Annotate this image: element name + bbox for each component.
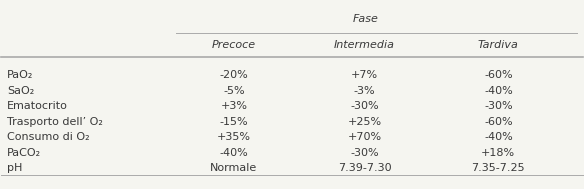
Text: +35%: +35% bbox=[217, 132, 251, 142]
Text: Trasporto dell’ O₂: Trasporto dell’ O₂ bbox=[7, 117, 103, 127]
Text: Tardiva: Tardiva bbox=[478, 40, 519, 50]
Text: pH: pH bbox=[7, 163, 23, 173]
Text: +25%: +25% bbox=[347, 117, 382, 127]
Text: -40%: -40% bbox=[220, 148, 248, 158]
Text: -40%: -40% bbox=[484, 86, 513, 96]
Text: 7.35-7.25: 7.35-7.25 bbox=[471, 163, 525, 173]
Text: +3%: +3% bbox=[220, 101, 248, 111]
Text: +7%: +7% bbox=[351, 70, 378, 80]
Text: -20%: -20% bbox=[220, 70, 248, 80]
Text: PaCO₂: PaCO₂ bbox=[7, 148, 41, 158]
Text: Precoce: Precoce bbox=[212, 40, 256, 50]
Text: +70%: +70% bbox=[347, 132, 382, 142]
Text: Ematocrito: Ematocrito bbox=[7, 101, 68, 111]
Text: -30%: -30% bbox=[350, 148, 379, 158]
Text: -40%: -40% bbox=[484, 132, 513, 142]
Text: -60%: -60% bbox=[484, 117, 513, 127]
Text: -5%: -5% bbox=[223, 86, 245, 96]
Text: -3%: -3% bbox=[354, 86, 376, 96]
Text: Normale: Normale bbox=[210, 163, 258, 173]
Text: +18%: +18% bbox=[481, 148, 516, 158]
Text: -15%: -15% bbox=[220, 117, 248, 127]
Text: -60%: -60% bbox=[484, 70, 513, 80]
Text: -30%: -30% bbox=[484, 101, 513, 111]
Text: 7.39-7.30: 7.39-7.30 bbox=[338, 163, 391, 173]
Text: SaO₂: SaO₂ bbox=[7, 86, 34, 96]
Text: Consumo di O₂: Consumo di O₂ bbox=[7, 132, 90, 142]
Text: -30%: -30% bbox=[350, 101, 379, 111]
Text: Intermedia: Intermedia bbox=[334, 40, 395, 50]
Text: Fase: Fase bbox=[353, 14, 379, 24]
Text: PaO₂: PaO₂ bbox=[7, 70, 33, 80]
